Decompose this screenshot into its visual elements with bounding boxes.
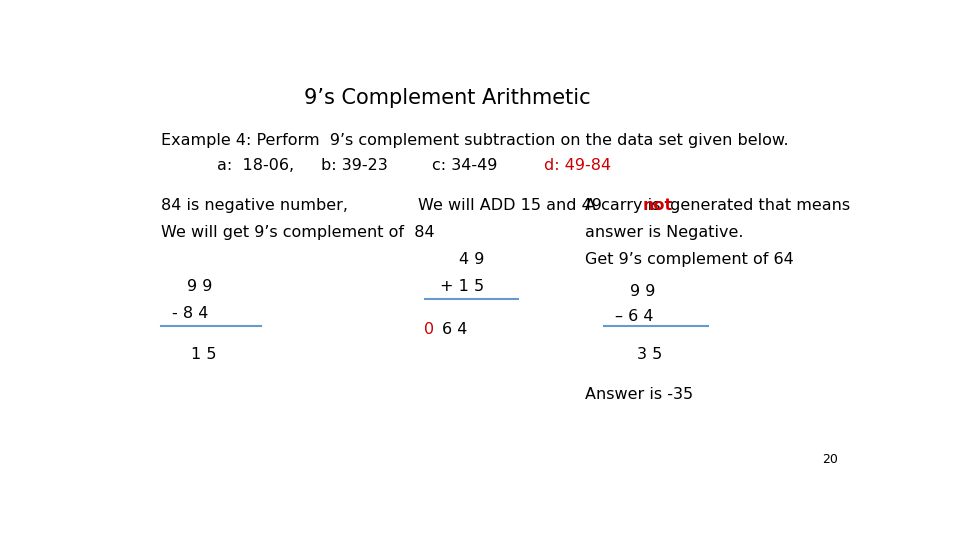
Text: We will get 9’s complement of  84: We will get 9’s complement of 84: [161, 225, 435, 240]
Text: 20: 20: [822, 453, 838, 466]
Text: not: not: [642, 198, 673, 213]
Text: We will ADD 15 and 49: We will ADD 15 and 49: [418, 198, 602, 213]
Text: 84 is negative number,: 84 is negative number,: [161, 198, 348, 213]
Text: – 6 4: – 6 4: [614, 309, 653, 323]
Text: Example 4: Perform  9’s complement subtraction on the data set given below.: Example 4: Perform 9’s complement subtra…: [161, 133, 788, 148]
Text: + 1 5: + 1 5: [440, 279, 484, 294]
Text: d: 49-84: d: 49-84: [544, 158, 612, 173]
Text: a:  18-06,: a: 18-06,: [217, 158, 294, 173]
Text: Answer is -35: Answer is -35: [585, 387, 693, 402]
Text: - 8 4: - 8 4: [172, 306, 208, 321]
Text: 9 9: 9 9: [187, 279, 212, 294]
Text: 6 4: 6 4: [443, 322, 468, 337]
Text: generated that means: generated that means: [665, 198, 851, 213]
Text: 9 9: 9 9: [630, 285, 655, 299]
Text: 0: 0: [423, 322, 434, 337]
Text: 1 5: 1 5: [191, 347, 216, 361]
Text: b: 39-23: b: 39-23: [321, 158, 388, 173]
Text: 9’s Complement Arithmetic: 9’s Complement Arithmetic: [304, 87, 590, 107]
Text: Get 9’s complement of 64: Get 9’s complement of 64: [585, 252, 794, 267]
Text: 3 5: 3 5: [637, 347, 662, 361]
Text: 4 9: 4 9: [459, 252, 484, 267]
Text: answer is Negative.: answer is Negative.: [585, 225, 743, 240]
Text: c: 34-49: c: 34-49: [432, 158, 498, 173]
Text: A carry is: A carry is: [585, 198, 665, 213]
